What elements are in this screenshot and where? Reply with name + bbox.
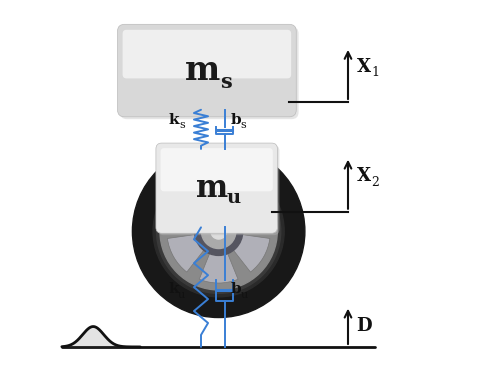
Text: b: b (230, 282, 241, 296)
Circle shape (202, 214, 236, 249)
FancyBboxPatch shape (122, 30, 291, 78)
FancyBboxPatch shape (160, 148, 272, 191)
Circle shape (132, 145, 305, 318)
Wedge shape (168, 191, 218, 231)
FancyBboxPatch shape (156, 143, 278, 233)
Text: m: m (196, 172, 228, 204)
Text: X: X (356, 167, 370, 185)
Text: s: s (220, 71, 232, 92)
Circle shape (160, 172, 278, 290)
Wedge shape (218, 231, 270, 272)
Text: k: k (169, 282, 179, 296)
Circle shape (194, 207, 243, 256)
Text: 2: 2 (372, 176, 380, 189)
FancyBboxPatch shape (158, 145, 280, 235)
Text: X: X (356, 58, 370, 76)
Circle shape (153, 166, 284, 297)
Circle shape (156, 169, 280, 293)
Text: 1: 1 (372, 66, 380, 80)
Wedge shape (200, 231, 238, 283)
Text: u: u (226, 189, 240, 207)
Text: D: D (356, 318, 372, 335)
Text: s: s (180, 120, 186, 131)
Text: u: u (240, 290, 248, 300)
Text: k: k (169, 113, 179, 127)
Ellipse shape (188, 168, 218, 187)
Circle shape (211, 223, 226, 239)
Text: s: s (240, 120, 246, 131)
Text: b: b (230, 113, 241, 127)
Wedge shape (200, 180, 238, 231)
Wedge shape (168, 231, 218, 272)
FancyBboxPatch shape (118, 24, 296, 117)
FancyBboxPatch shape (120, 27, 298, 119)
Wedge shape (218, 191, 270, 231)
Text: u: u (178, 290, 186, 300)
Text: m: m (186, 54, 220, 87)
